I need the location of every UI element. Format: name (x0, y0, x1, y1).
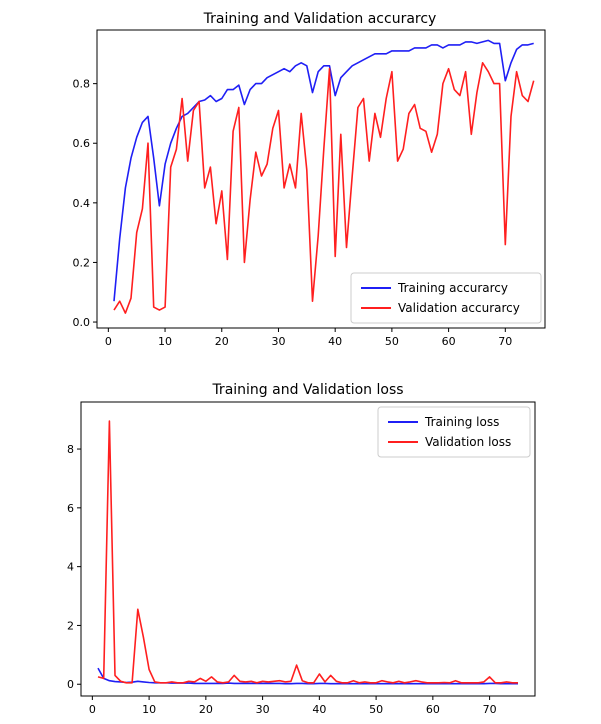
x-tick-label: 70 (483, 703, 497, 716)
x-tick-label: 0 (105, 335, 112, 348)
accuracy-chart-title: Training and Validation accurarcy (203, 11, 437, 27)
x-tick-label: 10 (142, 703, 156, 716)
x-tick-label: 10 (158, 335, 172, 348)
x-tick-label: 50 (369, 703, 383, 716)
x-tick-label: 20 (199, 703, 213, 716)
legend-label-validation: Validation loss (425, 435, 511, 449)
x-tick-label: 60 (426, 703, 440, 716)
legend-label-validation: Validation accurarcy (398, 301, 520, 315)
series-line-validation (113, 61, 535, 314)
accuracy-chart: Training and Validation accurarcy 0 10 20 3… (73, 11, 546, 348)
x-tick-label: 30 (271, 335, 285, 348)
y-tick-label: 8 (67, 443, 74, 456)
y-tick-label: 0.8 (73, 78, 91, 91)
loss-series-lines (97, 420, 518, 685)
y-tick-label: 0.2 (73, 256, 91, 269)
y-tick-label: 0.4 (73, 197, 91, 210)
legend-label-training: Training loss (424, 415, 499, 429)
y-tick-label: 0.6 (73, 137, 91, 150)
y-tick-label: 2 (67, 619, 74, 632)
legend-box (377, 406, 531, 458)
loss-legend: Training loss Validation loss (377, 406, 531, 458)
legend-box (350, 272, 542, 324)
x-tick-label: 40 (312, 703, 326, 716)
y-tick-label: 0.0 (73, 316, 91, 329)
loss-chart: Training and Validation loss 0 10 20 30 40 50… (67, 382, 536, 716)
x-tick-label: 0 (89, 703, 96, 716)
x-tick-label: 70 (498, 335, 512, 348)
series-line-validation (97, 420, 518, 684)
loss-chart-title: Training and Validation loss (211, 382, 403, 398)
accuracy-legend: Training accurarcy Validation accurarcy (350, 272, 542, 324)
y-tick-label: 0 (67, 678, 74, 691)
x-tick-label: 40 (328, 335, 342, 348)
x-tick-label: 60 (442, 335, 456, 348)
accuracy-axis-ticks: 0 10 20 30 40 50 60 70 0.0 0.2 0.4 0.6 0.8 (73, 78, 513, 348)
y-tick-label: 6 (67, 502, 74, 515)
x-tick-label: 50 (385, 335, 399, 348)
legend-label-training: Training accurarcy (397, 281, 508, 295)
y-tick-label: 4 (67, 561, 74, 574)
x-tick-label: 20 (215, 335, 229, 348)
x-tick-label: 30 (256, 703, 270, 716)
accuracy-series-lines (113, 39, 535, 314)
loss-axis-ticks: 0 10 20 30 40 50 60 70 0 2 4 6 8 (67, 443, 497, 716)
